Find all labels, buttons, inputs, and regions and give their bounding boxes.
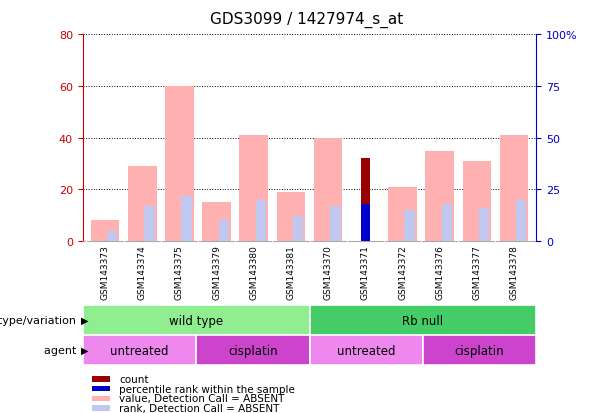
Text: GSM143371: GSM143371: [361, 245, 370, 299]
Text: count: count: [119, 374, 148, 384]
Text: value, Detection Call = ABSENT: value, Detection Call = ABSENT: [119, 394, 284, 404]
Bar: [441, 204, 452, 242]
Bar: [92, 376, 110, 382]
Bar: [405, 211, 415, 242]
Bar: [165, 87, 194, 242]
Bar: [500, 136, 528, 242]
Text: GSM143376: GSM143376: [435, 245, 444, 299]
Text: cisplatin: cisplatin: [455, 344, 504, 357]
Text: Rb null: Rb null: [402, 314, 444, 327]
Bar: [92, 396, 110, 401]
Bar: [196, 335, 310, 365]
Bar: [479, 209, 489, 242]
Bar: [92, 386, 110, 392]
Text: cisplatin: cisplatin: [228, 344, 278, 357]
Text: GSM143379: GSM143379: [212, 245, 221, 299]
Text: agent: agent: [44, 345, 80, 355]
Bar: [516, 200, 527, 242]
Bar: [314, 138, 343, 242]
Text: GSM143380: GSM143380: [249, 245, 258, 299]
Bar: [219, 221, 229, 242]
Bar: [276, 192, 305, 242]
Text: GDS3099 / 1427974_s_at: GDS3099 / 1427974_s_at: [210, 12, 403, 28]
Bar: [423, 335, 536, 365]
Bar: [361, 204, 370, 242]
Text: genotype/variation: genotype/variation: [0, 316, 80, 325]
Bar: [293, 217, 303, 242]
Bar: [256, 200, 266, 242]
Text: GSM143381: GSM143381: [286, 245, 295, 299]
Text: untreated: untreated: [110, 344, 169, 357]
Text: rank, Detection Call = ABSENT: rank, Detection Call = ABSENT: [119, 403, 280, 413]
Text: GSM143374: GSM143374: [138, 245, 147, 299]
Text: GSM143372: GSM143372: [398, 245, 407, 299]
Bar: [330, 206, 340, 242]
Bar: [388, 188, 417, 242]
Bar: [463, 161, 491, 242]
Bar: [310, 335, 423, 365]
Bar: [128, 167, 156, 242]
Bar: [107, 231, 118, 242]
Text: GSM143378: GSM143378: [509, 245, 519, 299]
Bar: [91, 221, 120, 242]
Text: GSM143370: GSM143370: [324, 245, 333, 299]
Text: wild type: wild type: [169, 314, 223, 327]
Bar: [144, 206, 154, 242]
Text: percentile rank within the sample: percentile rank within the sample: [119, 384, 295, 394]
Text: ▶: ▶: [81, 316, 88, 325]
Bar: [202, 203, 231, 242]
Bar: [240, 136, 268, 242]
Text: GSM143377: GSM143377: [473, 245, 481, 299]
Bar: [181, 196, 192, 242]
Bar: [83, 306, 310, 335]
Bar: [92, 406, 110, 411]
Bar: [310, 306, 536, 335]
Text: untreated: untreated: [337, 344, 395, 357]
Text: GSM143375: GSM143375: [175, 245, 184, 299]
Bar: [361, 159, 370, 242]
Text: ▶: ▶: [81, 345, 88, 355]
Bar: [425, 151, 454, 242]
Bar: [83, 335, 196, 365]
Text: GSM143373: GSM143373: [101, 245, 110, 299]
